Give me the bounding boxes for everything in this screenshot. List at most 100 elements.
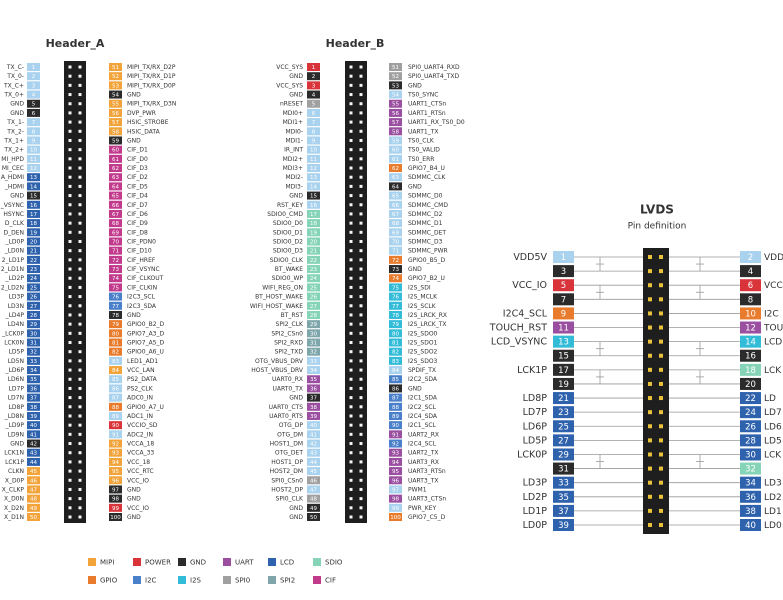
pin-number: 91 [392, 432, 399, 438]
pin-badge [27, 191, 40, 200]
pin-label: SDIO0_WP [272, 275, 304, 282]
pin-number: 3 [312, 83, 316, 89]
pin-number: 71 [392, 249, 399, 255]
pin-number: 2 [748, 253, 753, 263]
pin-badge [307, 301, 320, 310]
connector-pin [78, 93, 82, 97]
connector-pin [648, 311, 652, 316]
connector-pin [78, 515, 82, 519]
pin-label: RST_KEY [277, 202, 303, 209]
pin-label: DVP_PWR [127, 110, 156, 117]
connector-pin [349, 368, 353, 372]
connector-pin [78, 230, 82, 234]
pin-label: I2S_MCLK [408, 294, 438, 301]
connector-pin [648, 410, 652, 415]
pin-badge [389, 154, 402, 163]
pin-badge [307, 430, 320, 439]
pin-label: _LD0N [4, 248, 24, 255]
pin-label: LD7P [9, 385, 25, 392]
pin-number: 98 [392, 497, 399, 503]
legend-label: GND [190, 559, 206, 567]
connector-pin [68, 111, 72, 115]
connector-pin [349, 239, 353, 243]
pin-number: 58 [392, 129, 399, 135]
connector-pin [359, 405, 363, 409]
pin-label: MDI1+ [283, 119, 303, 126]
connector-pin [78, 194, 82, 198]
pin-label: I2C4_SDA [408, 413, 438, 420]
pin-number: 53 [112, 83, 119, 89]
pin-number: 1 [312, 65, 316, 71]
connector-pin [359, 111, 363, 115]
pin-badge [740, 504, 761, 517]
pin-label: UART0_CTS [269, 404, 304, 411]
pin-badge [109, 209, 122, 218]
connector-pin [359, 212, 363, 216]
pin-number: 95 [112, 469, 119, 475]
pin-badge [27, 310, 40, 319]
pin-number: 22 [310, 258, 317, 264]
pin-label: GPIO0_A7_U [127, 404, 164, 411]
pin-badge [389, 513, 402, 521]
pin-number: 23 [558, 408, 569, 418]
connector-pin [78, 460, 82, 464]
pin-label: SDMMC_D0 [408, 193, 443, 200]
connector-pin [68, 83, 72, 87]
connector-pin [68, 405, 72, 409]
legend-swatch [223, 558, 231, 566]
pin-number: 7 [32, 120, 36, 126]
connector-pin [648, 325, 652, 330]
pin-label: OTG_DM [277, 431, 303, 438]
pin-number: 73 [112, 267, 119, 273]
pin-badge [553, 335, 574, 348]
pin-badge [109, 310, 122, 319]
connector-pin [349, 405, 353, 409]
connector-pin [648, 381, 652, 386]
connector-pin [349, 285, 353, 289]
connector [345, 61, 367, 523]
pin-label: GND [10, 101, 24, 108]
connector-pin [359, 276, 363, 280]
pin-number: 48 [30, 497, 37, 503]
pin-badge [27, 338, 40, 347]
pin-number: 9 [561, 309, 566, 319]
pin-badge [307, 411, 320, 420]
pin-number: 63 [112, 175, 119, 181]
pin-label: OTG_VBUS_DRV [255, 358, 304, 365]
pin-label: TX_0+ [3, 92, 24, 99]
pin-badge [553, 363, 574, 376]
pin-number: 94 [112, 460, 119, 466]
connector-pin [78, 166, 82, 170]
pin-label: ADC2_IN [127, 431, 153, 438]
connector-pin [349, 432, 353, 436]
connector-pin [68, 157, 72, 161]
connector-pin [78, 74, 82, 78]
pin-badge [389, 246, 402, 255]
pin-badge [307, 173, 320, 182]
pin-number: 33 [30, 359, 37, 365]
connector-pin [68, 515, 72, 519]
pin-badge [389, 72, 402, 81]
pin-number: 47 [30, 487, 37, 493]
pin-label: SDIO0_CLK [270, 257, 304, 264]
connector-pin [648, 494, 652, 499]
pin-label: VCC_RTC [127, 468, 154, 475]
pin-number: 64 [392, 184, 399, 190]
pin-number: 34 [30, 368, 37, 374]
connector-pin [68, 442, 72, 446]
connector-pin [359, 304, 363, 308]
pin-badge [389, 393, 402, 402]
pin-number: 5 [32, 102, 36, 108]
pin-number: 38 [30, 405, 37, 411]
pin-label: LED1_AD1 [127, 358, 158, 365]
pin-badge [389, 494, 402, 503]
pin-label: HOST1_DM [270, 441, 303, 448]
pin-number: 35 [30, 377, 37, 383]
connector-pin [68, 276, 72, 280]
pin-label: LD1 [764, 507, 782, 517]
pin-number: 12 [745, 324, 756, 334]
pin-badge [109, 375, 122, 384]
pin-number: 8 [32, 129, 36, 135]
pin-badge [27, 402, 40, 411]
pin-label: CIF_CLKOUT [127, 275, 164, 282]
